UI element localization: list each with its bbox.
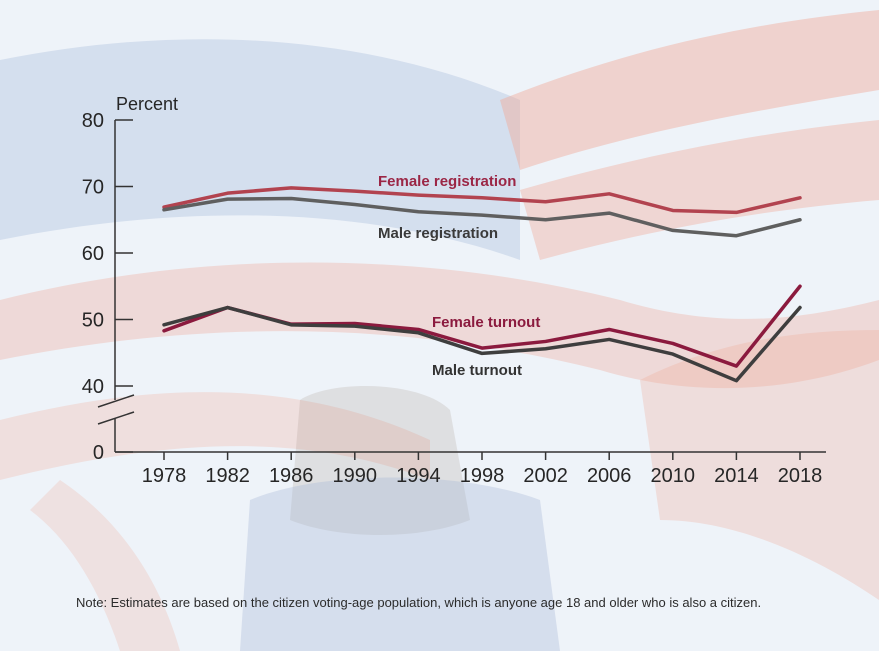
y-tick-label: 70 [82, 177, 104, 199]
label-female-turnout: Female turnout [432, 314, 540, 331]
x-tick-label: 2018 [778, 465, 823, 487]
x-tick-label: 1990 [333, 465, 378, 487]
axis-break-mark-1 [97, 394, 135, 408]
y-tick-label: 0 [93, 442, 104, 464]
y-axis-label: Percent [116, 94, 178, 114]
footnote: Note: Estimates are based on the citizen… [76, 595, 762, 610]
series-lines [162, 186, 802, 383]
series-line-female-registration [162, 186, 802, 215]
series-line-male-registration [162, 196, 802, 238]
x-tick-label: 1982 [205, 465, 250, 487]
x-tick-label: 2010 [651, 465, 696, 487]
label-male-turnout: Male turnout [432, 362, 522, 379]
x-tick-label: 2002 [523, 465, 568, 487]
x-tick-label: 1986 [269, 465, 314, 487]
label-female-registration: Female registration [378, 173, 516, 190]
x-tick-label: 2014 [714, 465, 759, 487]
y-tick-label: 50 [82, 310, 104, 332]
x-tick-label: 2006 [587, 465, 632, 487]
label-male-registration: Male registration [378, 225, 498, 242]
axis-break-mark-2 [97, 411, 135, 425]
series-line-male-turnout [162, 305, 802, 383]
y-axis: Percent [97, 94, 178, 452]
x-tick-label: 1994 [396, 465, 441, 487]
y-tick-label: 60 [82, 243, 104, 265]
y-tick-label: 80 [82, 110, 104, 132]
x-ticks: 1978 1982 1986 1990 1994 1998 2002 2006 2010 2014… [142, 452, 823, 487]
x-tick-label: 1998 [460, 465, 505, 487]
series-labels: Female registration Male registration Fe… [378, 173, 540, 379]
x-tick-label: 1978 [142, 465, 187, 487]
y-ticks: 0 40 50 60 70 80 [82, 110, 133, 464]
y-tick-label: 40 [82, 376, 104, 398]
